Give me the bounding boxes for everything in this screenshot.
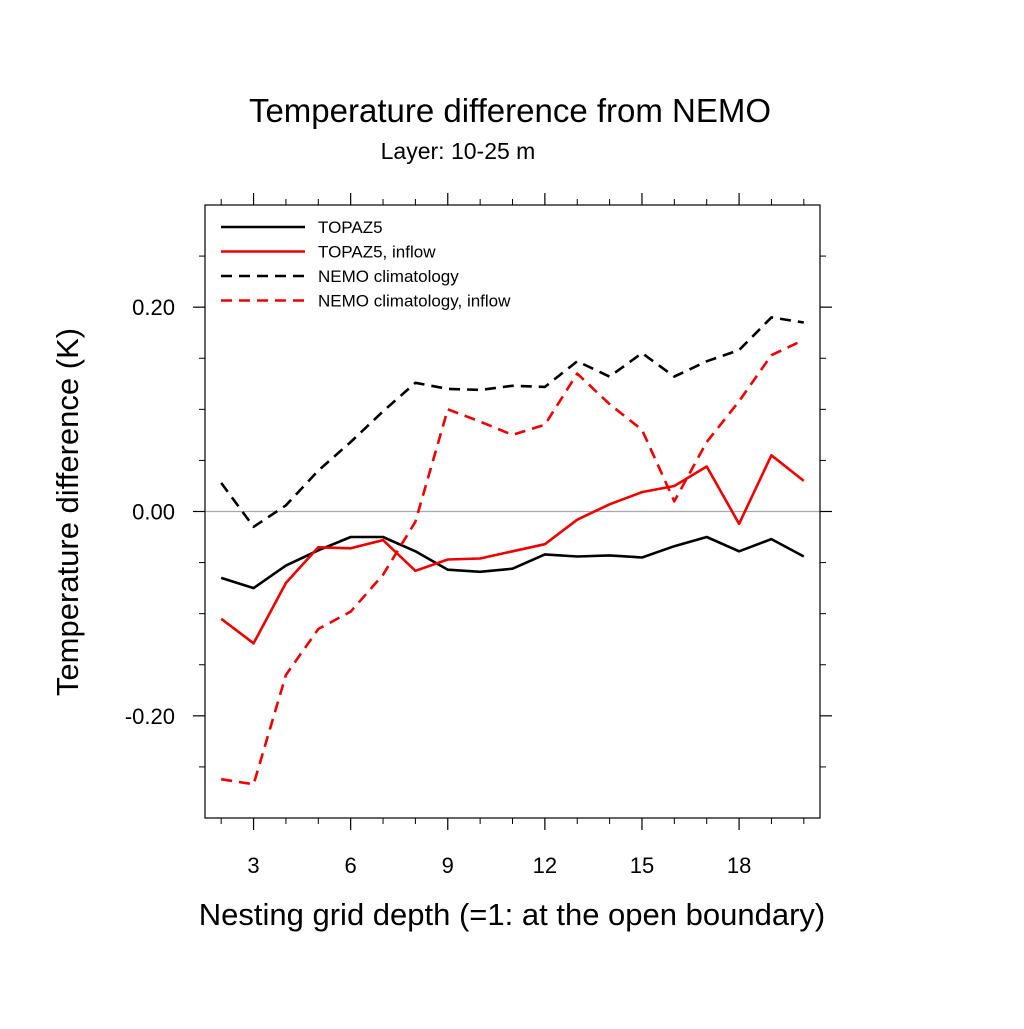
- x-tick-label: 6: [345, 853, 357, 878]
- y-tick-label: 0.00: [132, 500, 175, 525]
- chart-title: Temperature difference from NEMO: [249, 92, 771, 129]
- y-axis-label: Temperature difference (K): [50, 328, 85, 696]
- x-tick-label: 9: [442, 853, 454, 878]
- x-axis-label: Nesting grid depth (=1: at the open boun…: [199, 897, 825, 932]
- x-tick-label: 18: [727, 853, 751, 878]
- x-tick-label: 12: [533, 853, 557, 878]
- series-line-1: [220, 535, 805, 590]
- legend-label-2: TOPAZ5, inflow: [318, 243, 436, 262]
- y-tick-label: -0.20: [125, 704, 175, 729]
- series-line-3: [220, 316, 805, 529]
- plot-area: 3 6 9 12 15 18 -0.20 0.00 0.20 TOPAZ5 TOPAZ5, infl…: [125, 193, 832, 878]
- x-tick-label: 15: [630, 853, 654, 878]
- chart-subtitle: Layer: 10-25 m: [381, 138, 536, 164]
- series-line-4: [220, 338, 805, 786]
- x-tick-label: 3: [247, 853, 259, 878]
- legend-label-3: NEMO climatology: [318, 267, 459, 286]
- legend-label-1: TOPAZ5: [318, 218, 383, 237]
- legend-label-4: NEMO climatology, inflow: [318, 292, 511, 311]
- y-tick-label: 0.20: [132, 295, 175, 320]
- series-line-2: [220, 453, 805, 645]
